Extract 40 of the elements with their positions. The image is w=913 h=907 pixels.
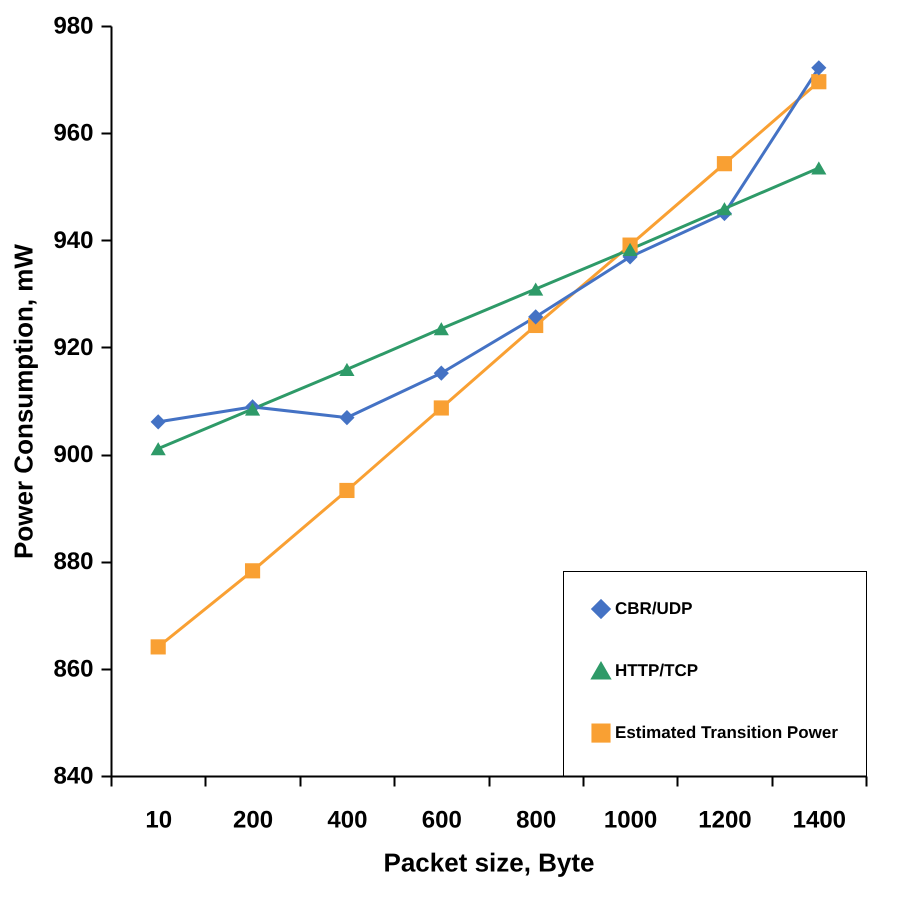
point [528, 309, 544, 324]
x-tick-label: 1400 [792, 806, 846, 834]
point [528, 282, 544, 296]
legend-label: Estimated Transition Power [615, 723, 838, 742]
x-tick-label: 600 [422, 806, 462, 834]
y-tick-label: 860 [53, 655, 94, 682]
y-tick-label: 840 [53, 762, 94, 790]
point [716, 202, 732, 216]
point [339, 482, 355, 498]
point [622, 242, 638, 256]
point [811, 60, 826, 76]
y-axis-title: Power Consumption, mW [8, 244, 38, 559]
x-tick-label: 10 [145, 806, 172, 834]
y-tick-label: 940 [53, 226, 94, 254]
legend-label: HTTP/TCP [615, 661, 698, 680]
point [811, 74, 826, 90]
y-tick-label: 980 [53, 12, 94, 40]
y-tick-label: 920 [53, 334, 94, 361]
point [150, 639, 166, 654]
y-tick-label: 960 [53, 120, 94, 147]
legend-label: CBR/UDP [615, 599, 692, 618]
point [434, 400, 449, 416]
x-tick-label: 800 [516, 806, 556, 834]
x-tick-label: 400 [327, 806, 368, 834]
point [434, 366, 449, 381]
x-tick-label: 1200 [698, 806, 752, 834]
x-tick-label: 1000 [604, 806, 658, 834]
point [150, 442, 166, 456]
point [150, 414, 166, 430]
point [339, 410, 355, 426]
y-tick-label: 880 [53, 548, 94, 576]
point [716, 156, 732, 172]
x-axis-title: Packet size, Byte [383, 848, 595, 878]
point [811, 161, 826, 175]
point [244, 563, 260, 578]
y-tick-label: 900 [53, 441, 94, 468]
point [339, 362, 355, 376]
point [244, 402, 260, 416]
x-tick-label: 200 [233, 806, 274, 834]
point [434, 322, 449, 336]
